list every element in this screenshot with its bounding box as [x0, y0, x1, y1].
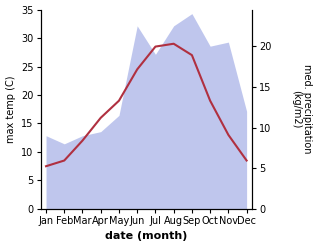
Y-axis label: med. precipitation
(kg/m2): med. precipitation (kg/m2) [291, 64, 313, 154]
X-axis label: date (month): date (month) [105, 231, 188, 242]
Y-axis label: max temp (C): max temp (C) [5, 76, 16, 143]
